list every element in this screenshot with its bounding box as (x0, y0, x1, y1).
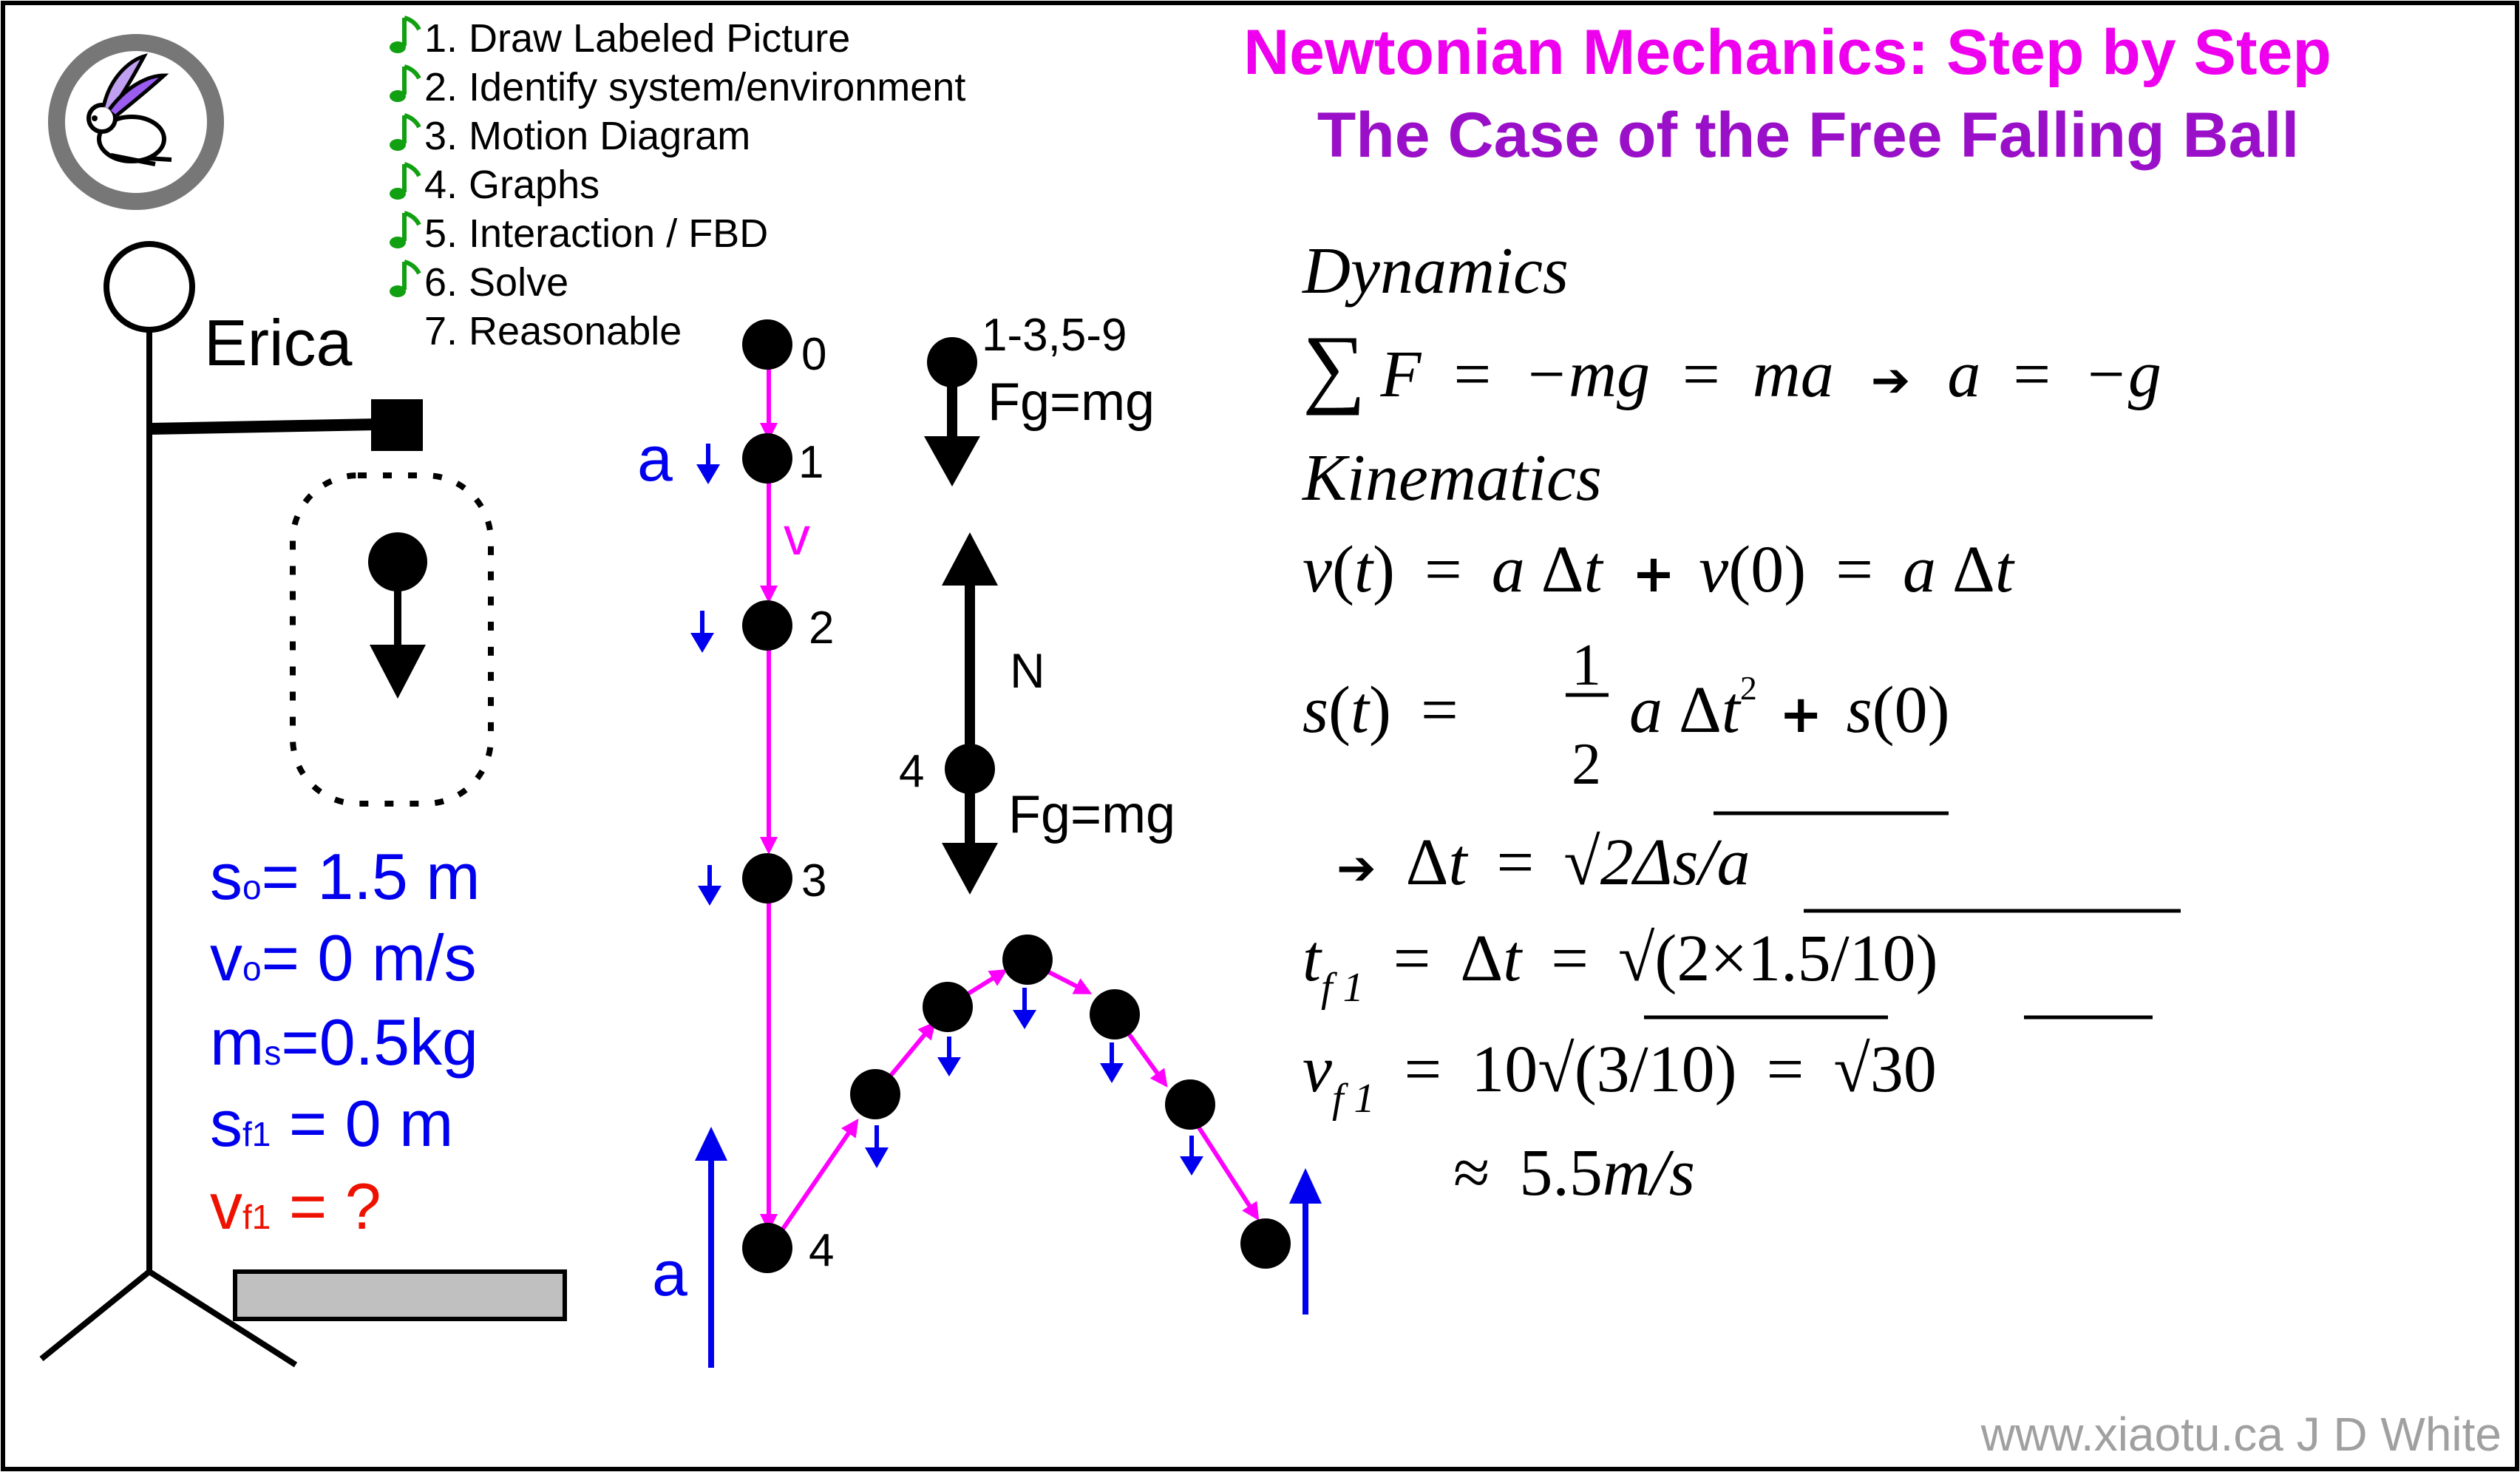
steps-list: 1. Draw Labeled Picture 2. Identify syst… (424, 16, 965, 353)
point-label-4: 4 (809, 1225, 834, 1276)
delta-t-equation: ➔ Δt = √2Δs/a (1337, 826, 1750, 899)
fbd-bottom-force-label: Fg=mg (1008, 785, 1175, 844)
fbd-top-force-label: Fg=mg (988, 373, 1155, 432)
given-v0: vo= 0 m/s (210, 921, 477, 994)
system-ball (368, 532, 427, 591)
motion-point-10 (1240, 1218, 1291, 1269)
step-1: 1. Draw Labeled Picture (424, 16, 850, 61)
bottom-accel-arrowhead-left (695, 1127, 727, 1161)
stick-figure (39, 241, 378, 1368)
point-label-1: 1 (798, 437, 823, 488)
fbd-bottom-gravity-head (942, 843, 998, 895)
free-body-diagrams (924, 337, 998, 895)
motion-point-3 (742, 853, 792, 903)
figure-head (103, 241, 195, 333)
given-vf1: vf1 = ? (210, 1170, 381, 1243)
rabbit-logo-icon (48, 34, 224, 210)
motion-point-0 (742, 319, 792, 370)
step-check-icon (390, 113, 421, 151)
credit: www.xiaotu.ca J D White (1980, 1408, 2502, 1461)
system-boundary (290, 472, 494, 807)
givens: so= 1.5 m vo= 0 m/s ms=0.5kg sf1 = 0 m v… (210, 840, 480, 1243)
velocity-equation: v(t) = a Δt + v(0) = a Δt (1303, 533, 2015, 606)
figure-leg-right (147, 1269, 298, 1368)
fbd-range-label: 1-3,5-9 (982, 310, 1127, 361)
given-ms: ms=0.5kg (210, 1005, 478, 1079)
motion-point-8 (1090, 989, 1140, 1039)
motion-point-9 (1165, 1079, 1215, 1130)
person-label: Erica (204, 306, 353, 379)
step-check-icon (390, 211, 421, 248)
point-label-2: 2 (809, 603, 834, 654)
given-s0: so= 1.5 m (210, 840, 480, 913)
motion-point-4 (742, 1223, 792, 1273)
final-result: ≈5.5m/s (1453, 1136, 1695, 1210)
fraction-numerator: 1 (1572, 633, 1601, 698)
motion-diagram (690, 319, 1322, 1368)
step-2: 2. Identify system/environment (424, 65, 965, 109)
vf1-equation: vf 1 = 10√(3/10) = √30 (1303, 1033, 1937, 1122)
position-equation-rhs: a Δt2 + s(0) (1629, 669, 1950, 747)
velocity-label: v (784, 507, 810, 566)
motion-point-2 (742, 600, 792, 651)
velocity-arrow-4-5 (767, 1119, 859, 1251)
step-check-icon (390, 16, 421, 53)
figure-leg-left (39, 1269, 152, 1362)
fraction-denominator: 2 (1572, 732, 1601, 797)
title-line-2: The Case of the Free Falling Ball (1317, 100, 2300, 171)
newton-second-law: ∑ F = −mg = ma ➔ a = −g (1303, 317, 2161, 416)
step-check-icon (390, 260, 421, 297)
fbd-top-ball (927, 337, 977, 387)
motion-point-6 (923, 982, 973, 1032)
point-label-0: 0 (801, 329, 826, 380)
fbd-bottom-ball (945, 744, 995, 794)
system-force-arrow-head (370, 645, 426, 699)
velocity-arrow-9-10 (1192, 1119, 1260, 1221)
motion-point-1 (742, 433, 792, 484)
accel-arrows (690, 444, 1203, 1176)
motion-point-7 (1002, 935, 1053, 985)
step-check-icon (390, 64, 421, 102)
step-7: 7. Reasonable (424, 309, 682, 353)
step-4: 4. Graphs (424, 163, 600, 207)
dynamics-heading: Dynamics (1301, 234, 1569, 308)
accel-label: a (637, 424, 673, 495)
tf1-equation: tf 1 = Δt = √(2×1.5/10) (1303, 922, 1938, 1011)
fbd-top-gravity-head (924, 436, 980, 486)
step-3: 3. Motion Diagram (424, 114, 750, 158)
given-sf1: sf1 = 0 m (210, 1087, 453, 1160)
motion-point-5 (850, 1069, 900, 1119)
fbd-normal-head (942, 532, 998, 586)
radical-overlines (1644, 811, 2181, 1020)
step-6: 6. Solve (424, 260, 568, 305)
figure-arm (149, 418, 378, 435)
step-checkmarks (390, 16, 421, 297)
bottom-accel-arrowhead-right (1289, 1168, 1322, 1204)
bottom-accel-label: a (652, 1238, 687, 1309)
hand-block (371, 399, 423, 451)
kinematics-heading: Kinematics (1301, 441, 1602, 515)
step-5: 5. Interaction / FBD (424, 211, 768, 256)
title-line-1: Newtonian Mechanics: Step by Step (1243, 17, 2331, 88)
equations: Dynamics ∑ F = −mg = ma ➔ a = −g Kinematics v(t) =… (1301, 234, 2161, 1210)
floor-block (233, 1269, 567, 1321)
fbd-normal-label: N (1010, 643, 1045, 698)
point-label-3: 3 (801, 855, 826, 906)
fbd-point4-label: 4 (899, 746, 924, 797)
position-equation: s(t) = (1303, 674, 1458, 747)
step-check-icon (390, 162, 421, 200)
